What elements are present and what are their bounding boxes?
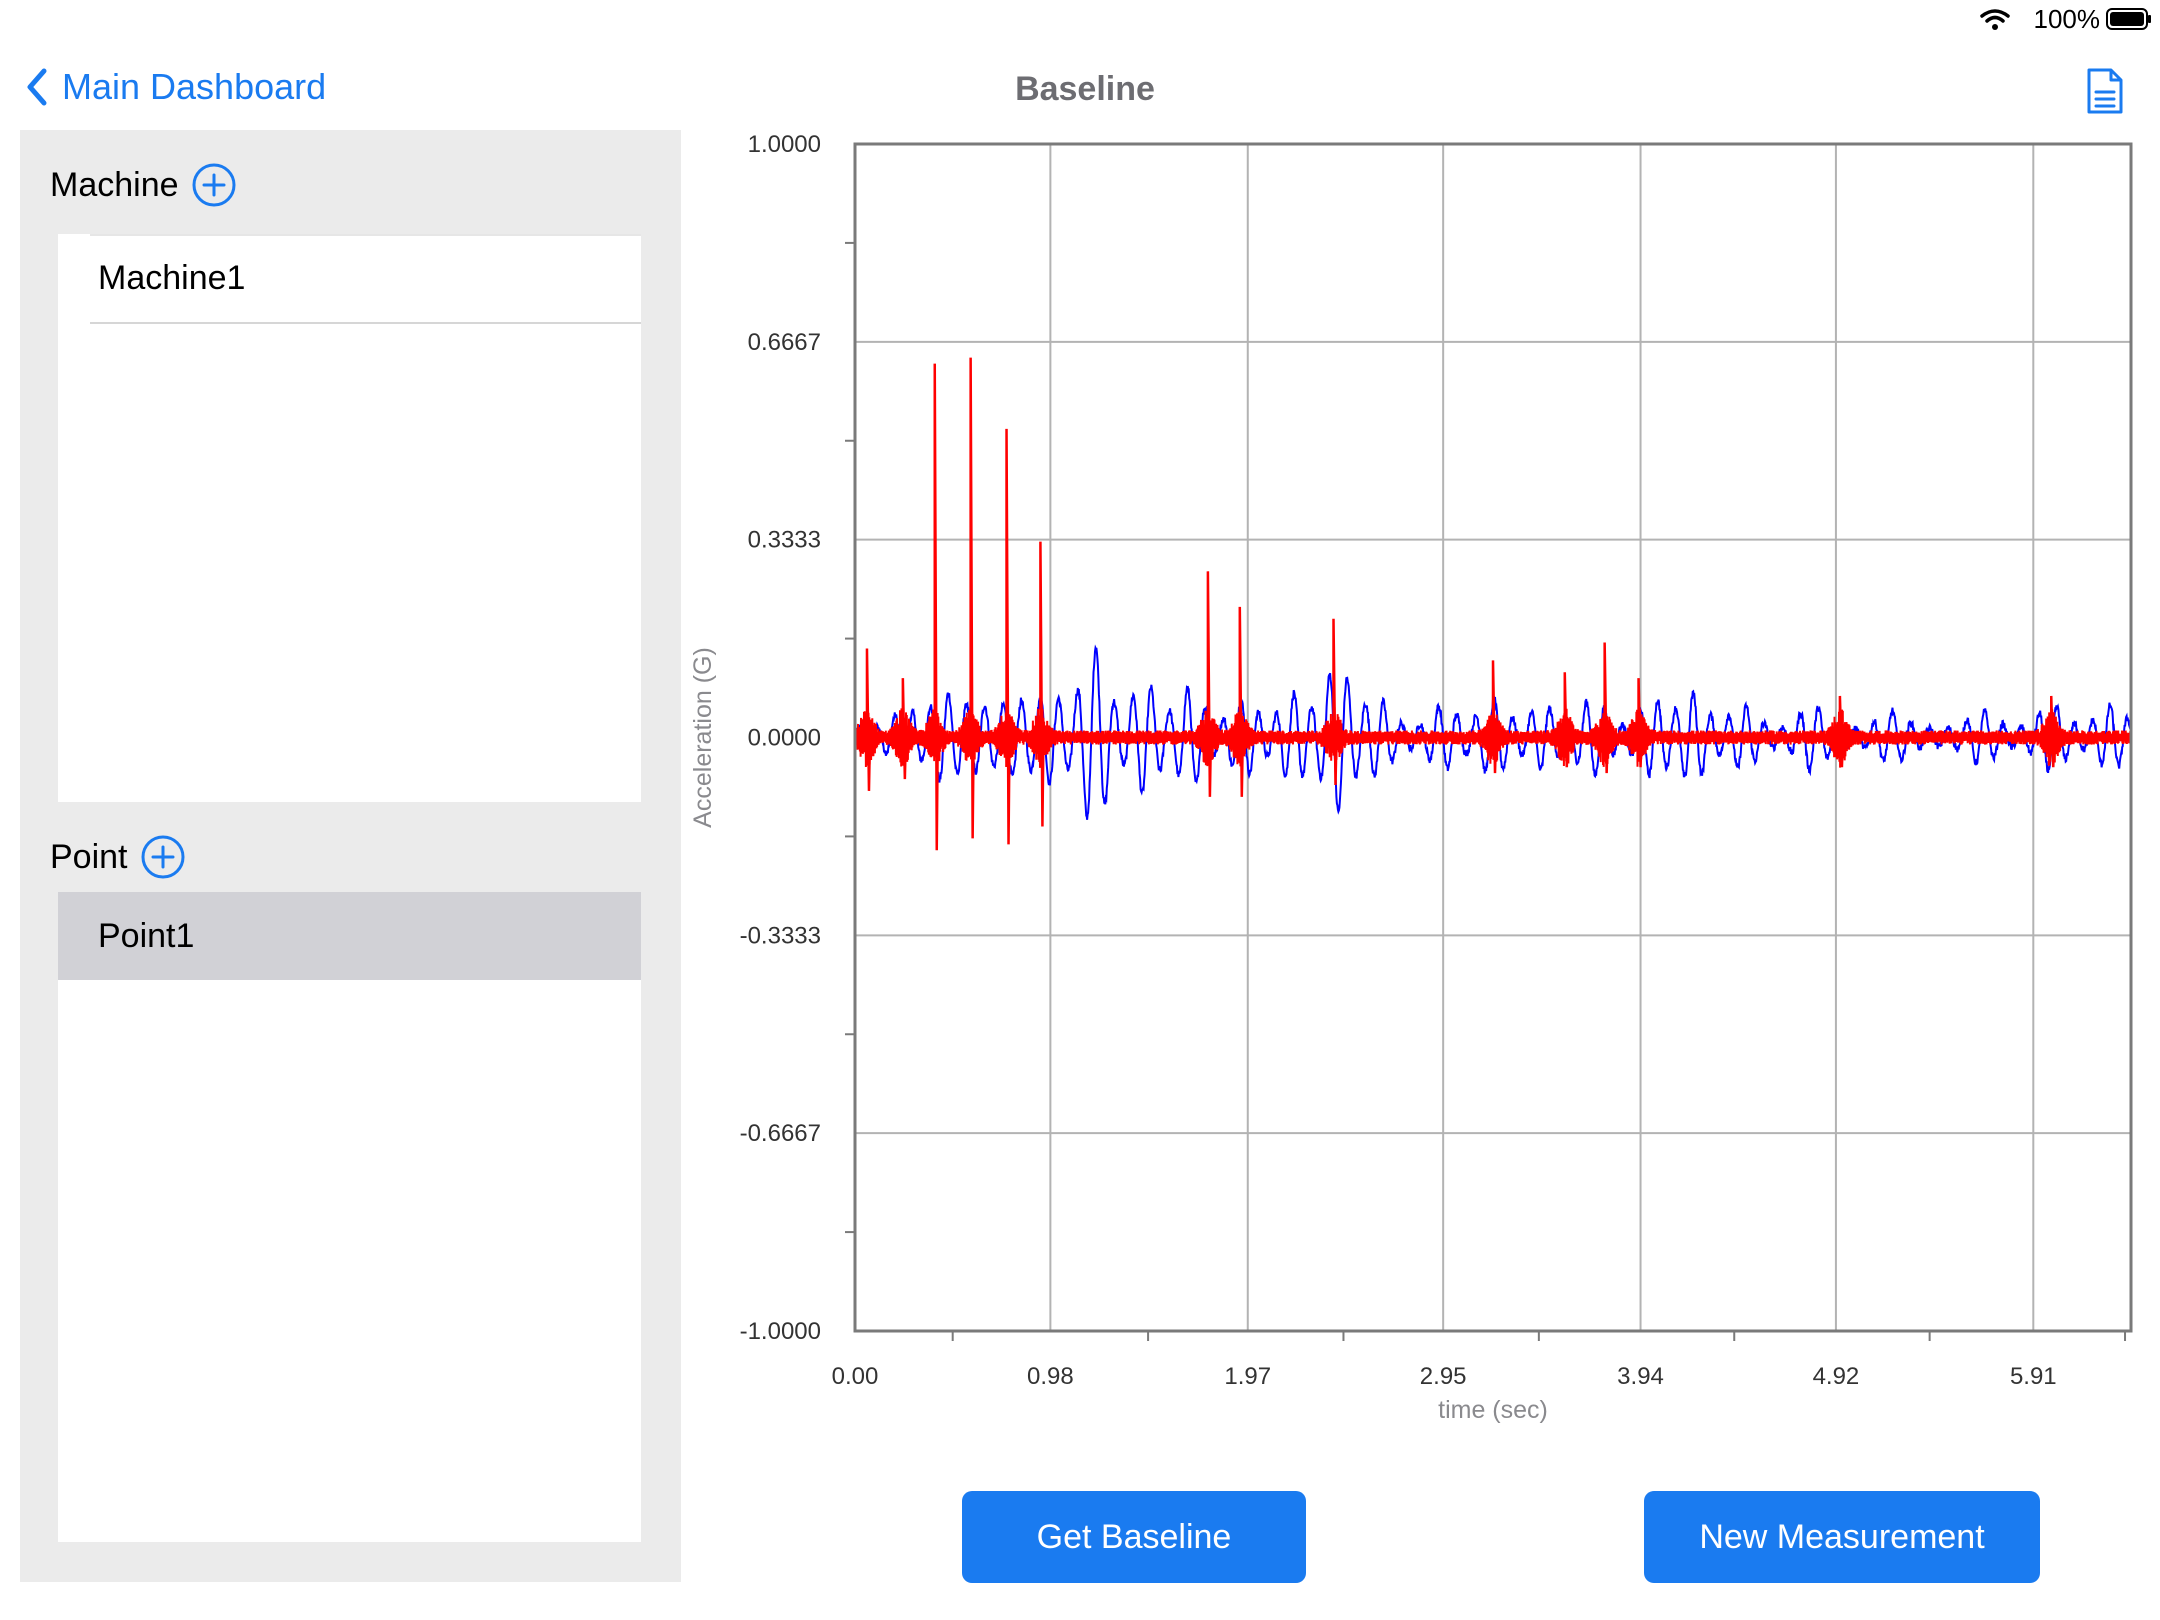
status-bar: 100% bbox=[1860, 0, 2160, 40]
document-icon[interactable] bbox=[2085, 66, 2125, 116]
red-spike bbox=[1563, 672, 1570, 768]
point-section-title: Point bbox=[50, 837, 128, 876]
red-spike bbox=[1603, 642, 1609, 774]
red-spike bbox=[1637, 678, 1643, 768]
battery-percent: 100% bbox=[2033, 4, 2101, 34]
red-spike bbox=[1039, 541, 1045, 827]
y-tick-label: 0.6667 bbox=[748, 329, 821, 356]
x-tick-label: 0.00 bbox=[832, 1363, 879, 1390]
chart-plot-area bbox=[854, 357, 2132, 851]
wifi-icon bbox=[1980, 9, 2010, 30]
y-axis-label: Acceleration (G) bbox=[689, 647, 717, 828]
chart-frame bbox=[853, 142, 2133, 1333]
x-axis-label: time (sec) bbox=[1438, 1396, 1548, 1424]
machine-section-title: Machine bbox=[50, 165, 179, 204]
add-machine-button[interactable] bbox=[191, 162, 237, 208]
red-spike bbox=[2050, 695, 2056, 768]
acceleration-chart: 1.0000 0.6667 0.3333 0.0000 -0.3333 -0.6667 -1… bbox=[689, 131, 2133, 1424]
chevron-left-icon bbox=[27, 68, 47, 106]
page-title: Baseline bbox=[1015, 70, 1155, 108]
y-tick-label: -0.6667 bbox=[740, 1120, 821, 1147]
point-list: Point1 bbox=[58, 892, 641, 1542]
divider bbox=[90, 322, 641, 324]
add-point-button[interactable] bbox=[140, 834, 186, 880]
machine-list-item[interactable]: Machine1 bbox=[58, 234, 641, 322]
x-tick-label: 2.95 bbox=[1420, 1363, 1467, 1390]
x-tick-label: 3.94 bbox=[1617, 1363, 1664, 1390]
battery-icon bbox=[2106, 8, 2151, 30]
back-button[interactable]: Main Dashboard bbox=[22, 66, 326, 108]
y-tick-label: -1.0000 bbox=[740, 1318, 821, 1345]
point-section-header: Point bbox=[50, 834, 186, 880]
red-spike bbox=[901, 678, 908, 780]
x-tick-label: 5.91 bbox=[2010, 1363, 2057, 1390]
red-spike bbox=[1238, 606, 1245, 797]
sidebar: Machine Machine1 Point Point1 bbox=[20, 130, 681, 1582]
red-spike bbox=[1005, 428, 1011, 845]
point-list-item[interactable]: Point1 bbox=[58, 892, 641, 980]
red-spike bbox=[1206, 571, 1213, 797]
machine-section-header: Machine bbox=[50, 162, 237, 208]
x-tick-label: 0.98 bbox=[1027, 1363, 1074, 1390]
y-tick-label: 1.0000 bbox=[748, 131, 821, 158]
x-tick-label: 4.92 bbox=[1813, 1363, 1860, 1390]
machine-item-label: Machine1 bbox=[98, 258, 246, 297]
red-spike bbox=[865, 648, 872, 791]
red-spike bbox=[969, 357, 975, 839]
red-spike bbox=[1491, 660, 1498, 774]
get-baseline-button[interactable]: Get Baseline bbox=[962, 1491, 1306, 1583]
x-tick-label: 1.97 bbox=[1224, 1363, 1271, 1390]
point-item-label: Point1 bbox=[98, 916, 195, 955]
y-tick-label: 0.0000 bbox=[748, 725, 821, 752]
red-spike bbox=[933, 363, 939, 851]
y-tick-label: 0.3333 bbox=[748, 527, 821, 554]
back-button-label: Main Dashboard bbox=[62, 66, 327, 107]
y-tick-label: -0.3333 bbox=[740, 922, 821, 949]
red-spike bbox=[1332, 618, 1338, 786]
red-spike bbox=[1838, 695, 1845, 768]
machine-list: Machine1 bbox=[58, 234, 641, 802]
divider bbox=[90, 234, 641, 236]
chart-ticks: 1.0000 0.6667 0.3333 0.0000 -0.3333 -0.6667 -1… bbox=[740, 131, 2127, 1390]
new-measurement-button[interactable]: New Measurement bbox=[1644, 1491, 2040, 1583]
